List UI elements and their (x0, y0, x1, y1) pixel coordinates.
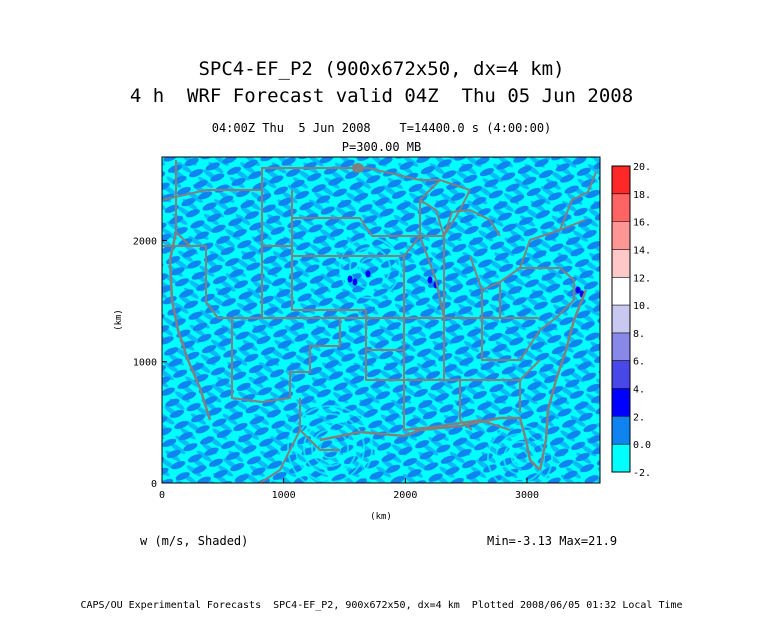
min-max-label: Min=-3.13 Max=21.9 (487, 534, 618, 548)
colorbar-label: 6. (633, 357, 645, 368)
wave-ring (311, 429, 349, 467)
atlantic-coastline (538, 289, 588, 471)
colorbar-label: 16. (633, 218, 651, 229)
updraft-cell (347, 275, 353, 283)
x-tick-label: 0 (159, 490, 165, 501)
colorbar-swatch (612, 388, 630, 417)
updraft-cell (427, 276, 433, 284)
state-boundary (403, 419, 511, 431)
state-boundary (367, 167, 440, 181)
y-axis-label: (km) (114, 309, 124, 331)
valid-time-label: 04:00Z Thu 5 Jun 2008 T=14400.0 s (4:00:… (211, 121, 552, 135)
colorbar-swatch (612, 166, 630, 194)
state-boundary (292, 217, 373, 237)
colorbar-swatch (612, 360, 630, 389)
colorbar-swatch (612, 221, 630, 250)
mexico-border (259, 429, 301, 483)
wave-ring (495, 433, 545, 483)
lake-of-the-woods (352, 163, 364, 173)
pressure-level-label: P=300.00 MB (341, 140, 422, 154)
state-boundary (299, 398, 340, 451)
x-axis-label: (km) (370, 512, 392, 522)
colorbar-swatch (612, 277, 630, 306)
y-tick-label: 2000 (133, 236, 157, 247)
wave-ring (349, 247, 391, 289)
state-boundary (365, 350, 404, 381)
colorbar-swatch (612, 332, 630, 361)
field-cells-secondary (162, 157, 600, 483)
wave-ring (511, 449, 529, 467)
plot-axes: 0 1000 2000 3000 0 1000 2000 (km) (km) (114, 156, 601, 522)
colorbar-label: 10. (633, 301, 651, 312)
y-tick-label: 1000 (133, 358, 157, 369)
state-boundary (559, 171, 597, 231)
pacific-coastline (168, 231, 212, 421)
x-tick-label: 3000 (515, 490, 539, 501)
wave-ring (359, 257, 381, 279)
wave-ring (287, 405, 373, 483)
great-lakes (419, 199, 501, 237)
wave-ring (303, 421, 357, 475)
state-boundary (419, 235, 445, 319)
colorbar-label: 4. (633, 385, 645, 396)
x-tick-label: 1000 (272, 490, 296, 501)
state-boundary (444, 255, 483, 319)
state-boundary (206, 189, 292, 247)
state-boundary (291, 190, 366, 311)
colorbar: -2. 0.0 2. 4. 6. 8. 10. 12. 14. 16. 18. 20. (611, 162, 651, 479)
colorbar-label: 8. (633, 329, 645, 340)
updraft-cell (575, 286, 581, 294)
plot-frame (161, 156, 601, 484)
updraft-cell (365, 270, 371, 278)
y-tick-label: 0 (151, 479, 157, 490)
colorbar-label: 12. (633, 273, 651, 284)
colorbar-label: 14. (633, 245, 651, 256)
wave-ring (339, 237, 401, 299)
colorbar-swatch (612, 249, 630, 278)
x-tick-label: 2000 (393, 490, 417, 501)
variable-label: w (m/s, Shaded) (140, 534, 249, 548)
colorbar-swatch (612, 444, 630, 472)
wave-ring (503, 441, 537, 475)
credit-line: CAPS/OU Experimental Forecasts SPC4-EF_P… (80, 600, 683, 611)
state-boundary (261, 167, 368, 190)
state-boundary (459, 380, 473, 431)
state-boundary (419, 179, 471, 236)
wave-ring (295, 413, 365, 483)
updraft-cell (352, 278, 358, 286)
forecast-title: 4 h WRF Forecast valid 04Z Thu 05 Jun 20… (129, 85, 634, 107)
colorbar-label: 0.0 (633, 440, 651, 451)
colorbar-label: -2. (633, 468, 651, 479)
state-boundary (162, 189, 207, 201)
gulf-coastline (319, 416, 541, 471)
state-boundary (231, 318, 263, 403)
state-boundary (481, 317, 557, 361)
colorbar-label: 18. (633, 190, 651, 201)
colorbar-swatch (612, 305, 630, 333)
colorbar-label: 20. (633, 162, 651, 173)
wave-ring (487, 425, 553, 483)
colorbar-label: 2. (633, 412, 645, 423)
state-boundary (519, 219, 586, 269)
colorbar-swatch (612, 416, 630, 445)
vertical-velocity-field (162, 157, 600, 483)
chart-title: SPC4-EF_P2 (900x672x50, dx=4 km) (198, 58, 565, 80)
colorbar-swatch (612, 193, 630, 222)
state-boundary (261, 345, 340, 403)
